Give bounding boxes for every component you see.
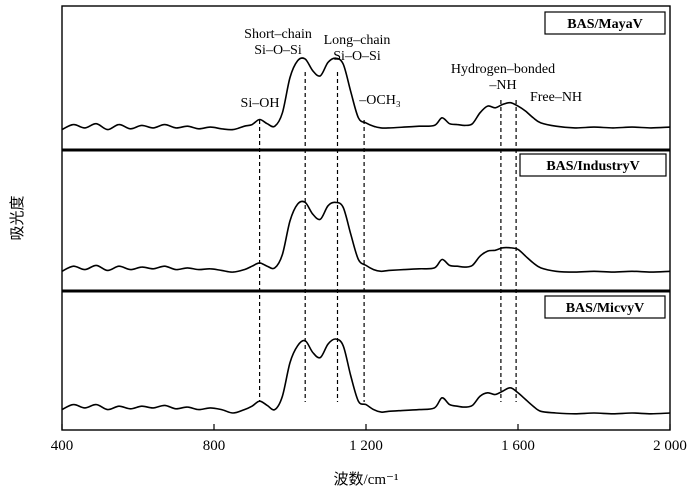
annotation-5-line-2: –NH bbox=[488, 78, 516, 93]
annotation-6-line-1: Free–NH bbox=[530, 90, 582, 105]
legend-label-1: BAS/MayaV bbox=[567, 17, 642, 32]
legend-label-2: BAS/IndustryV bbox=[546, 159, 639, 174]
x-axis-ticks: 400 800 1 200 1 600 2 000 bbox=[51, 424, 687, 454]
series-line-3 bbox=[61, 338, 671, 415]
plot-frame bbox=[61, 5, 671, 431]
x-tick-label-1: 400 bbox=[51, 438, 74, 454]
legend-label-3: BAS/MicvyV bbox=[566, 301, 645, 316]
annotation-2-line-1: Short–chain bbox=[244, 27, 312, 42]
y-axis-title: 吸光度 bbox=[9, 195, 26, 240]
annotation-3-line-2: Si–O–Si bbox=[333, 49, 381, 64]
legend-box-3 bbox=[544, 295, 666, 319]
legend-box-2 bbox=[519, 153, 667, 177]
spectra bbox=[61, 57, 671, 415]
annotation-1-line-1: Si–OH bbox=[241, 96, 280, 111]
annotation-3-line-1: Long–chain bbox=[324, 33, 391, 48]
series-line-2 bbox=[61, 200, 671, 273]
annotation-2-line-2: Si–O–Si bbox=[254, 43, 302, 58]
reference-lines bbox=[259, 72, 517, 402]
x-axis-title: 波数/cm⁻¹ bbox=[334, 471, 399, 488]
x-tick-label-3: 1 200 bbox=[349, 438, 383, 454]
peak-annotations: Si–OHShort–chainSi–O–SiLong–chainSi–O–Si… bbox=[241, 27, 583, 111]
x-tick-label-4: 1 600 bbox=[501, 438, 535, 454]
x-tick-label-2: 800 bbox=[203, 438, 226, 454]
annotation-4-line-1: –OCH₃ bbox=[358, 93, 401, 108]
legend-boxes: BAS/MayaV BAS/IndustryV BAS/MicvyV bbox=[519, 11, 667, 319]
legend-box-1 bbox=[544, 11, 666, 35]
annotation-5-line-1: Hydrogen–bonded bbox=[451, 62, 555, 77]
series-line-1 bbox=[61, 57, 671, 131]
x-tick-label-5: 2 000 bbox=[653, 438, 687, 454]
